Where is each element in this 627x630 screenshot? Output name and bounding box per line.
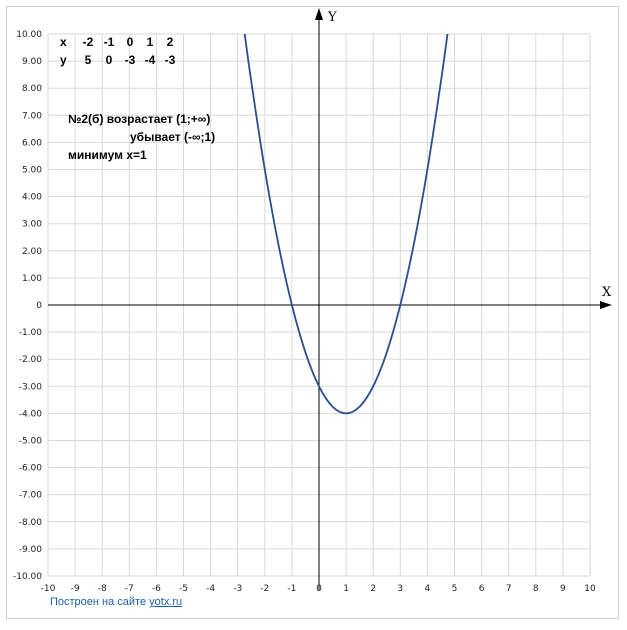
credit-text: Построен на сайте [50, 596, 147, 608]
annotation-minimum: минимум х=1 [68, 148, 147, 162]
table-x-value: -1 [104, 35, 115, 49]
x-tick-label: -8 [98, 584, 107, 594]
annotation-decreasing: убывает (-∞;1) [130, 130, 215, 144]
x-tick-label: -10 [41, 584, 56, 594]
x-axis-label: X [602, 285, 612, 300]
y-tick-label: 1.00 [22, 274, 42, 284]
value-table: x y -2 -1 0 1 25 0 -3 -4 -3 [60, 35, 176, 67]
x-tick-label: 3 [397, 584, 403, 594]
x-tick-label: 9 [560, 584, 566, 594]
chart-frame [6, 6, 619, 619]
y-axis-arrow [315, 8, 323, 20]
y-axis-label: Y [327, 10, 337, 25]
x-tick-label: 2 [370, 584, 376, 594]
y-tick-label: 0 [36, 301, 42, 311]
x-tick-label: -5 [179, 584, 188, 594]
table-x-value: 1 [147, 35, 154, 49]
x-tick-label: 7 [506, 584, 512, 594]
table-x-value: -2 [83, 35, 94, 49]
axes: X Y [48, 8, 612, 590]
table-y-value: -4 [145, 53, 156, 67]
y-tick-label: 8.00 [22, 84, 42, 94]
x-tick-label: 5 [452, 584, 458, 594]
x-tick-label: 8 [533, 584, 539, 594]
x-axis-arrow [600, 301, 612, 309]
y-tick-label: 9.00 [22, 57, 42, 67]
y-tick-label: 7.00 [22, 111, 42, 121]
table-x-value: 0 [127, 35, 134, 49]
y-tick-label: -7.00 [19, 491, 43, 501]
x-tick-label: 4 [425, 584, 431, 594]
x-tick-label: -9 [71, 584, 80, 594]
y-tick-label: -4.00 [19, 409, 43, 419]
site-credit: Построен на сайте yotx.ru [50, 596, 182, 608]
table-y-value: 0 [106, 53, 113, 67]
x-tick-labels: -10 -9 -8 -7 -6 -5 -4 -3 -2 -1 0 1 2 3 4 5 6 7 8 9 10 [41, 584, 596, 594]
y-tick-label: -3.00 [19, 382, 43, 392]
x-tick-label: -3 [233, 584, 242, 594]
table-x-label: x [60, 35, 67, 49]
y-tick-label: 2.00 [22, 247, 42, 257]
y-tick-labels: 10.00 9.00 8.00 7.00 6.00 5.00 4.00 3.00 2.00 1.0… [13, 30, 42, 582]
table-y-value: -3 [125, 53, 136, 67]
x-tick-label: -6 [152, 584, 161, 594]
x-tick-label: 1 [343, 584, 349, 594]
y-tick-label: 4.00 [22, 193, 42, 203]
y-tick-label: -6.00 [19, 464, 43, 474]
x-tick-label: 0 [316, 584, 322, 594]
annotations: №2(б) возрастает (1;+∞) убывает (-∞;1) м… [68, 112, 215, 162]
annotation-increasing: №2(б) возрастает (1;+∞) [68, 112, 210, 126]
x-tick-label: 10 [584, 584, 596, 594]
y-tick-label: -2.00 [19, 355, 43, 365]
y-tick-label: -1.00 [19, 328, 43, 338]
y-tick-label: 3.00 [22, 220, 42, 230]
table-y-value: 5 [85, 53, 92, 67]
x-tick-label: -2 [260, 584, 269, 594]
table-y-value: -3 [165, 53, 176, 67]
x-tick-label: -1 [287, 584, 296, 594]
x-tick-label: -7 [125, 584, 134, 594]
y-tick-label: -5.00 [19, 437, 43, 447]
y-tick-label: 6.00 [22, 138, 42, 148]
y-tick-label: 10.00 [16, 30, 42, 40]
y-tick-label: -8.00 [19, 518, 43, 528]
x-tick-label: -4 [206, 584, 215, 594]
x-tick-label: 6 [479, 584, 485, 594]
y-tick-label: 5.00 [22, 166, 42, 176]
parabola-curve [243, 34, 449, 415]
y-tick-label: -9.00 [19, 545, 43, 555]
series-curves [243, 34, 449, 415]
table-x-value: 2 [167, 35, 174, 49]
credit-link[interactable]: yotx.ru [149, 596, 183, 608]
table-y-label: y [60, 53, 67, 67]
y-tick-label: -10.00 [13, 572, 42, 582]
